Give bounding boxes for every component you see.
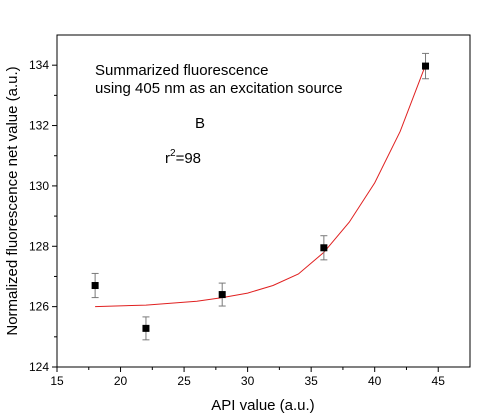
x-tick-label: 20 [114,374,128,388]
data-point [320,244,328,252]
panel-label: B [195,115,205,132]
data-point [142,324,150,332]
x-tick-label: 15 [50,374,64,388]
y-tick-label: 134 [29,58,49,72]
y-tick-label: 128 [29,239,49,253]
y-tick-label: 126 [29,300,49,314]
y-axis-ticks: 124 126 128 130 132 134 [29,58,57,374]
annotation-line-1: Summarized fluorescence [95,62,268,79]
fit-curve [95,65,426,308]
y-tick-label: 130 [29,179,49,193]
x-tick-label: 30 [241,374,255,388]
data-point [218,291,226,299]
x-tick-label: 35 [304,374,318,388]
points-layer [91,52,430,341]
r-squared-label: r2=98 [165,148,201,167]
x-tick-label: 40 [368,374,382,388]
fit-layer [95,65,426,308]
y-axis-label: Normalized fluorescence net value (a.u.) [4,66,21,335]
x-tick-label: 25 [177,374,191,388]
annotation-line-2: using 405 nm as an excitation source [95,80,343,97]
y-tick-label: 132 [29,119,49,133]
y-tick-label: 124 [29,360,49,374]
data-point [422,62,430,70]
x-tick-label: 45 [432,374,446,388]
x-axis-ticks: 15 20 25 30 35 40 45 [50,367,445,388]
r-squared-superscript: 2 [170,148,176,159]
x-axis-label: API value (a.u.) [211,397,314,414]
plot-frame [56,34,471,368]
r-squared-value: =98 [176,150,201,167]
data-point [91,282,99,290]
